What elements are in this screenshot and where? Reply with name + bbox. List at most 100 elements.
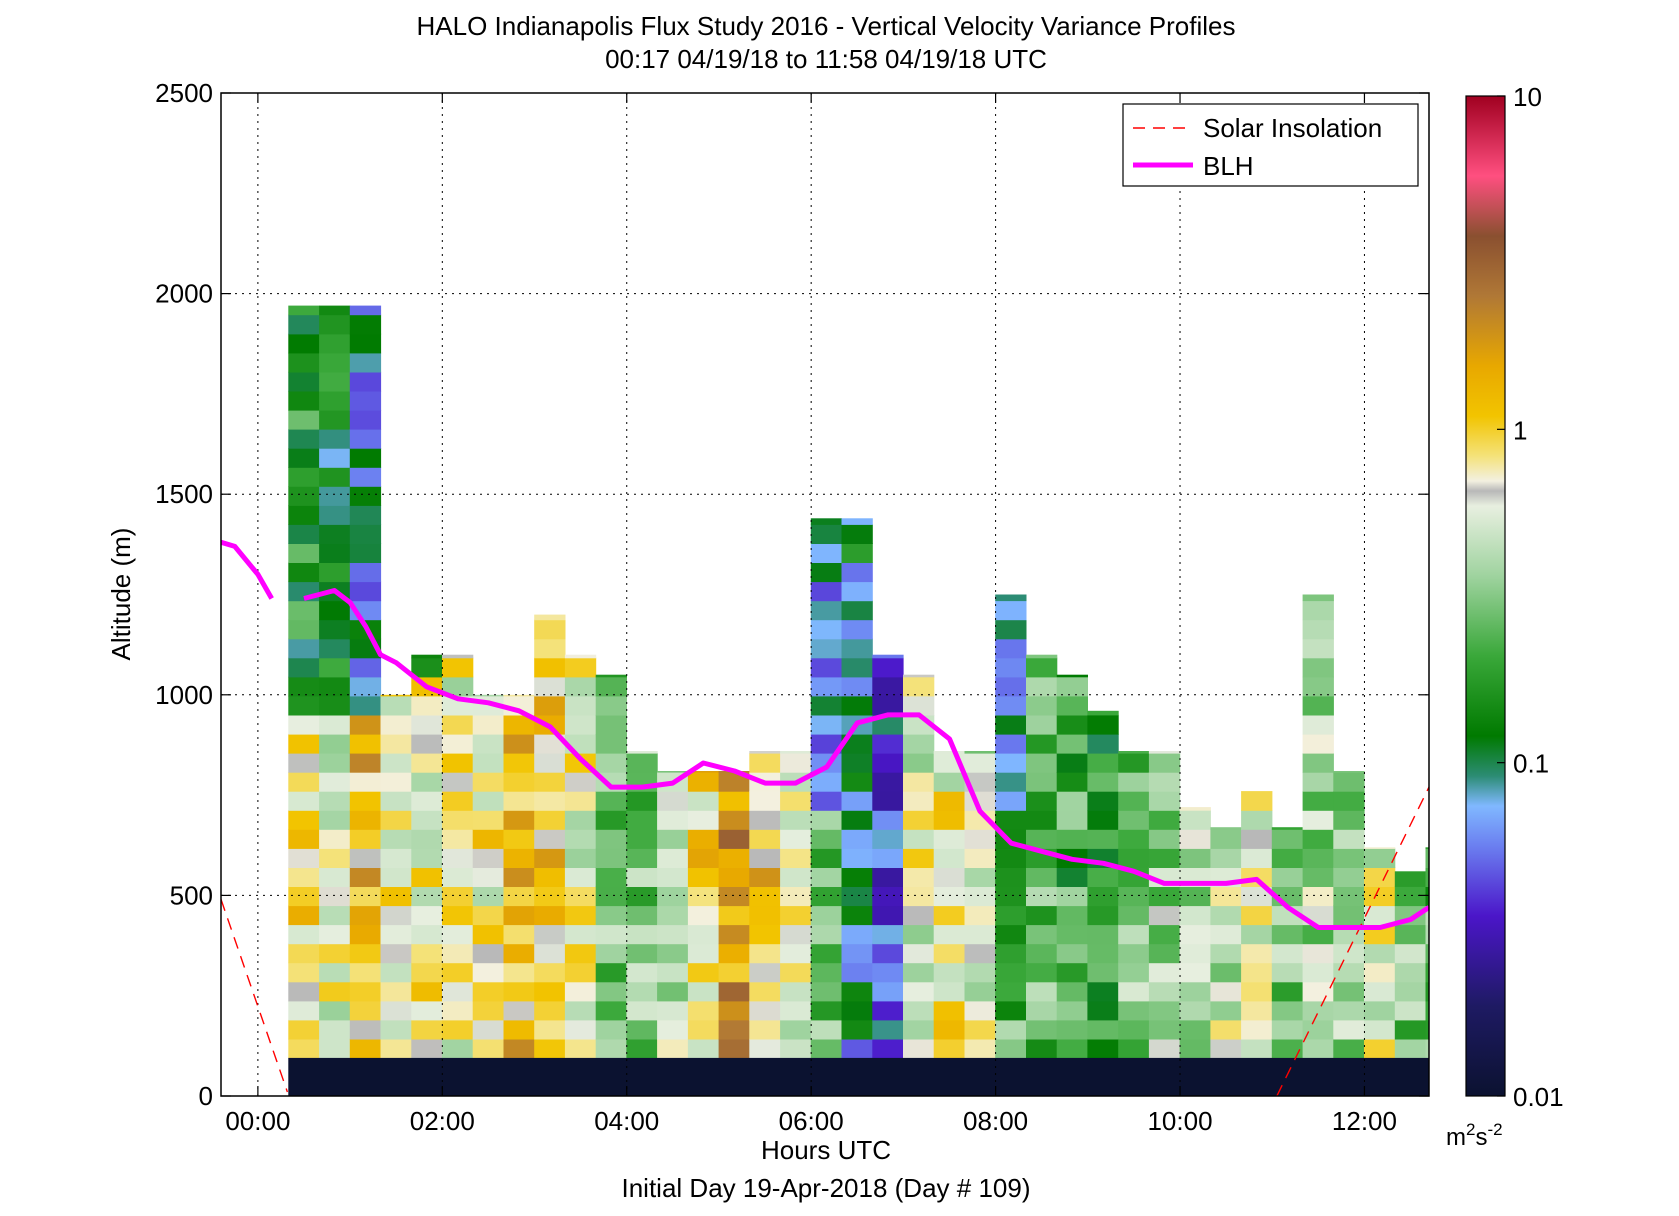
heatmap-cell: [319, 657, 351, 678]
heatmap-cell: [319, 905, 351, 926]
heatmap-cell: [1241, 810, 1273, 830]
heatmap-cell: [349, 581, 382, 602]
heatmap-cell: [1425, 962, 1429, 983]
heatmap-cell: [411, 905, 443, 926]
heatmap-cell: [810, 772, 843, 792]
plot-frame: [220, 92, 1430, 1097]
heatmap-cell: [780, 791, 812, 811]
heatmap-cell: [319, 714, 351, 735]
heatmap-cell: [1271, 981, 1304, 1002]
heatmap-cell: [1333, 1000, 1365, 1021]
heatmap-cell: [319, 733, 351, 754]
heatmap-cell: [810, 581, 843, 602]
heatmap-cell: [810, 518, 843, 525]
heatmap-cell: [1056, 962, 1088, 983]
heatmap-cell: [1394, 871, 1427, 887]
heatmap-cell: [288, 543, 320, 563]
heatmap-cell: [534, 638, 566, 659]
heatmap-cell: [872, 714, 904, 735]
heatmap-cell: [288, 657, 320, 678]
heatmap-cell: [841, 543, 873, 563]
heatmap-cell: [780, 753, 812, 773]
heatmap-cell: [872, 676, 904, 697]
chart-subtitle: 00:17 04/19/18 to 11:58 04/19/18 UTC: [605, 44, 1047, 74]
heatmap-cell: [595, 733, 627, 754]
heatmap-cell: [810, 676, 843, 697]
heatmap-cell: [1087, 905, 1119, 926]
heatmap-cell: [288, 924, 320, 945]
heatmap-cell: [534, 733, 566, 754]
heatmap-cell: [503, 714, 535, 735]
heatmap-cell: [657, 867, 689, 887]
heatmap-cell: [1179, 943, 1211, 964]
heatmap-cell: [349, 524, 382, 544]
heatmap-cell: [687, 771, 720, 773]
heatmap-cell: [995, 733, 1027, 754]
heatmap-cell: [503, 867, 535, 887]
heatmap-cell: [1118, 943, 1150, 964]
heatmap-cell: [1364, 1038, 1396, 1059]
heatmap-cell: [1148, 751, 1181, 754]
blh-line: [303, 588, 1429, 930]
heatmap-cell: [288, 448, 320, 468]
heatmap-cell: [534, 614, 566, 621]
y-tick-label: 2000: [155, 279, 213, 309]
colorbar-unit-base: m: [1446, 1124, 1466, 1151]
heatmap-cell: [810, 829, 843, 849]
heatmap-cell: [1210, 886, 1242, 907]
heatmap-cell: [411, 981, 443, 1002]
heatmap-cell: [1056, 772, 1088, 792]
heatmap-cell: [472, 1038, 504, 1059]
heatmap-cell: [380, 867, 412, 887]
heatmap-cell: [1179, 924, 1211, 945]
heatmap-cell: [595, 1038, 627, 1059]
heatmap-cell: [1118, 751, 1150, 754]
heatmap-cell: [288, 905, 320, 926]
heatmap-cell: [1087, 810, 1119, 830]
heatmap-cell: [687, 1000, 720, 1021]
heatmap-cell: [1394, 981, 1427, 1002]
heatmap-cell: [411, 886, 443, 907]
heatmap-cell: [595, 962, 627, 983]
heatmap-cell: [1210, 905, 1242, 926]
heatmap-cell: [442, 791, 474, 811]
heatmap-cell: [349, 924, 382, 945]
heatmap-cell: [810, 867, 843, 887]
heatmap-cell: [995, 791, 1027, 811]
heatmap-cell: [1394, 943, 1427, 964]
heatmap-cell: [1302, 943, 1334, 964]
heatmap-cell: [1241, 848, 1273, 868]
colorbar: 0.01 0.1 1 10 m2s-2: [1446, 82, 1564, 1151]
heatmap-cell: [903, 772, 935, 792]
heatmap-cell: [1056, 753, 1088, 773]
heatmap-cell: [964, 924, 996, 945]
heatmap-cell: [1333, 772, 1365, 792]
heatmap-cell: [1271, 962, 1304, 983]
heatmap-cell: [411, 1000, 443, 1021]
heatmap-cell: [626, 867, 658, 887]
legend: Solar Insolation BLH: [1122, 103, 1419, 187]
heatmap-cell: [349, 943, 382, 964]
heatmap-cell: [903, 1000, 935, 1021]
heatmap-cell: [442, 867, 474, 887]
heatmap-cell: [995, 962, 1027, 983]
heatmap-cell: [349, 486, 382, 506]
solar-insolation-line: [1276, 786, 1429, 1096]
heatmap-cell: [288, 305, 320, 316]
heatmap-cell: [841, 924, 873, 945]
heatmap-cell: [380, 886, 412, 907]
heatmap-cell: [349, 1000, 382, 1021]
heatmap-cell: [657, 962, 689, 983]
heatmap-cell: [1087, 924, 1119, 945]
heatmap-cell: [657, 810, 689, 830]
heatmap-cell: [349, 848, 382, 868]
heatmap-cell: [595, 1019, 627, 1040]
heatmap-cell: [626, 810, 658, 830]
heatmap-cell: [1333, 1019, 1365, 1040]
heatmap-cell: [995, 638, 1027, 659]
heatmap-cell: [534, 886, 566, 907]
heatmap-cell: [564, 867, 597, 887]
heatmap-cell: [442, 886, 474, 907]
heatmap-cell: [1425, 1019, 1429, 1040]
heatmap-cell: [411, 848, 443, 868]
